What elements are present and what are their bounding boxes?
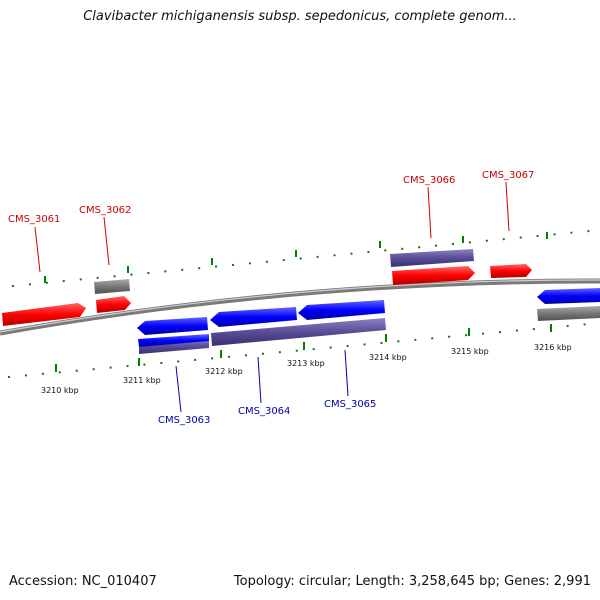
- gene-cms-3063-part[interactable]: [138, 334, 209, 347]
- genome-summary-text: Topology: circular; Length: 3,258,645 bp…: [233, 574, 591, 589]
- gene-cms-3068[interactable]: [537, 288, 600, 304]
- gene-label-cms-3065[interactable]: CMS_3065: [324, 399, 376, 410]
- gene-cms-3063[interactable]: [137, 317, 208, 335]
- tick-label: 3212 kbp: [205, 367, 243, 376]
- upper-major-ticks: [44, 232, 548, 283]
- tick-label: 3215 kbp: [451, 347, 489, 356]
- tick-label: 3214 kbp: [369, 353, 407, 362]
- secondary-features: [94, 249, 600, 354]
- leader-lines: [34, 181, 510, 413]
- gene-label-cms-3063[interactable]: CMS_3063: [158, 415, 210, 426]
- gene-cms-3064[interactable]: [210, 307, 297, 327]
- accession-text: Accession: NC_010407: [9, 574, 157, 589]
- gene-cms-3061[interactable]: [2, 303, 86, 326]
- tick-label: 3213 kbp: [287, 359, 325, 368]
- gene-cms-3067[interactable]: [490, 264, 532, 278]
- gene-cms-3062[interactable]: [96, 296, 131, 313]
- gene-label-cms-3067[interactable]: CMS_3067: [482, 170, 534, 181]
- gene-cms-3065[interactable]: [298, 300, 385, 320]
- feature-purple-3064: [211, 318, 386, 346]
- gene-label-cms-3062[interactable]: CMS_3062: [79, 205, 131, 216]
- tick-label: 3211 kbp: [123, 376, 161, 385]
- feature-gray-3068: [537, 306, 600, 321]
- upper-tick-row: [11, 229, 600, 287]
- reverse-genes: [137, 288, 600, 347]
- feature-gray-3062: [94, 279, 130, 294]
- gene-cms-3066[interactable]: [392, 266, 475, 285]
- gene-labels: CMS_3061 CMS_3062 CMS_3066 CMS_3067 CMS_…: [8, 170, 534, 426]
- lower-major-ticks: [55, 324, 552, 372]
- genome-backbone: [0, 278, 600, 336]
- gene-label-cms-3064[interactable]: CMS_3064: [238, 406, 290, 417]
- forward-genes: [2, 264, 532, 326]
- axis-labels: 3210 kbp 3211 kbp 3212 kbp 3213 kbp 3214…: [41, 343, 572, 395]
- tick-label: 3216 kbp: [534, 343, 572, 352]
- gene-label-cms-3066[interactable]: CMS_3066: [403, 175, 455, 186]
- gene-label-cms-3061[interactable]: CMS_3061: [8, 214, 60, 225]
- map-title: Clavibacter michiganensis subsp. sepedon…: [83, 9, 517, 24]
- tick-label: 3210 kbp: [41, 386, 79, 395]
- feature-purple-3066: [390, 249, 474, 267]
